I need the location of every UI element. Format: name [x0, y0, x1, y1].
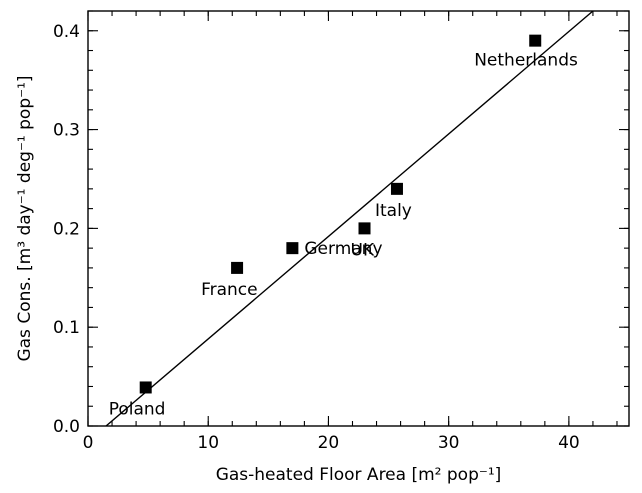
- data-point-label: Germany: [304, 239, 382, 259]
- plot-frame: [87, 10, 630, 427]
- y-tick-label: 0.4: [53, 22, 80, 42]
- x-axis-title: Gas-heated Floor Area [m² pop⁻¹]: [216, 465, 502, 485]
- fit-line-group: [105, 10, 594, 427]
- y-axis-title-unit: [m³ day⁻¹ deg⁻¹ pop⁻¹]: [15, 75, 35, 271]
- y-axis-title: Gas Cons. [m³ day⁻¹ deg⁻¹ pop⁻¹]: [15, 75, 35, 361]
- y-tick-label: 0.3: [53, 121, 80, 141]
- data-point-label: UK: [351, 240, 375, 260]
- y-tick-label: 0.0: [53, 417, 80, 437]
- x-tick-label: 40: [558, 433, 580, 453]
- axes: 0 10 20 30 40 0.0 0.1 0.2 0.3 0.4: [53, 10, 630, 453]
- y-axis-title-main: Gas Cons.: [15, 271, 35, 362]
- x-tick-label: 30: [438, 433, 460, 453]
- regression-line: [105, 10, 594, 427]
- data-point-marker: [358, 222, 371, 235]
- data-point-marker: [286, 242, 299, 255]
- x-axis-title-unit: [m² pop⁻¹]: [411, 465, 501, 485]
- data-point-label: Italy: [375, 201, 412, 221]
- data-point-label: France: [201, 280, 258, 300]
- data-point-label: Netherlands: [474, 51, 578, 71]
- y-tick-label: 0.1: [53, 318, 80, 338]
- data-point-marker: [231, 261, 244, 274]
- x-axis-title-main: Gas-heated Floor Area: [216, 465, 412, 485]
- y-tick-label: 0.2: [53, 219, 80, 239]
- x-tick-label: 10: [197, 433, 219, 453]
- x-tick-label: 0: [83, 433, 94, 453]
- data-point-marker: [390, 182, 403, 195]
- data-point-label: Poland: [109, 399, 166, 419]
- data-point-marker: [529, 34, 542, 47]
- data-point-marker: [139, 381, 152, 394]
- x-tick-label: 20: [318, 433, 340, 453]
